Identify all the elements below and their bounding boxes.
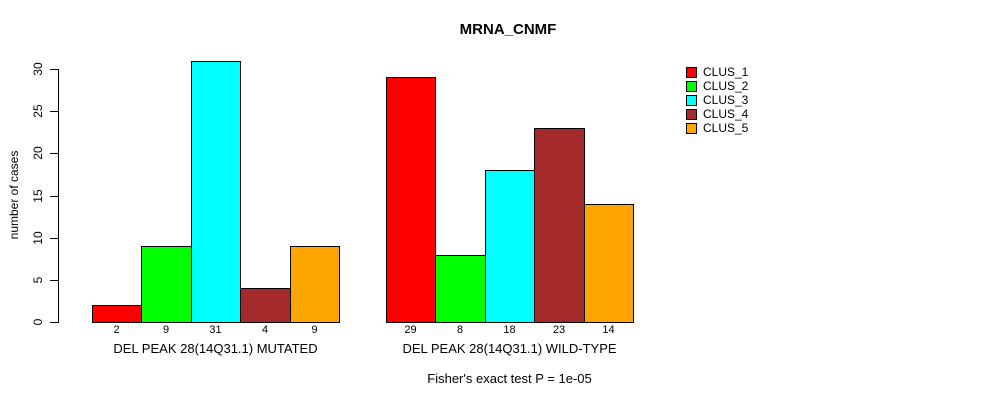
legend-label: CLUS_2 [703, 79, 749, 93]
legend-swatch-clus_2 [686, 80, 697, 92]
bar-value-label: 9 [162, 324, 170, 336]
legend-swatch-clus_4 [686, 108, 697, 120]
legend-item: CLUS_1 [686, 65, 748, 79]
legend-item: CLUS_4 [686, 107, 748, 121]
bar-value-label: 8 [456, 324, 464, 336]
bar-value-label: 4 [261, 324, 269, 336]
y-axis-line [58, 69, 59, 323]
y-tick [50, 69, 58, 70]
bar-clus_1 [386, 77, 436, 323]
legend-item: CLUS_5 [686, 121, 748, 135]
y-tick-label: 10 [31, 231, 45, 245]
bar-value-label: 29 [404, 324, 417, 336]
legend-item: CLUS_3 [686, 93, 748, 107]
bar-value-label: 23 [552, 324, 566, 336]
y-tick-label: 5 [31, 276, 45, 284]
bar-value-label: 9 [311, 324, 318, 336]
bar-clus_5 [584, 204, 634, 323]
legend-label: CLUS_1 [703, 65, 749, 79]
group-label: DEL PEAK 28(14Q31.1) WILD-TYPE [402, 341, 617, 356]
bar-clus_3 [191, 61, 241, 323]
bar-value-label: 14 [602, 324, 615, 336]
y-tick [50, 238, 58, 239]
legend-label: CLUS_5 [703, 121, 749, 135]
y-tick [50, 322, 58, 323]
bar-clus_3 [485, 170, 535, 323]
bar-clus_4 [534, 128, 585, 323]
legend-label: CLUS_4 [703, 107, 749, 121]
y-tick-label: 20 [31, 146, 45, 160]
y-tick [50, 280, 58, 281]
chart-title: MRNA_CNMF [459, 21, 557, 38]
legend-item: CLUS_2 [686, 79, 748, 93]
y-tick-label: 15 [31, 189, 45, 203]
bar-clus_2 [435, 255, 486, 323]
bar-value-label: 18 [503, 324, 516, 336]
legend-swatch-clus_1 [686, 66, 697, 78]
bar-clus_5 [290, 246, 340, 323]
legend: CLUS_1 CLUS_2 CLUS_3 CLUS_4 CLUS_5 [686, 65, 748, 135]
y-tick [50, 196, 58, 197]
legend-label: CLUS_3 [703, 93, 749, 107]
y-tick-label: 0 [31, 318, 45, 326]
y-tick-label: 30 [31, 62, 45, 76]
group-label: DEL PEAK 28(14Q31.1) MUTATED [113, 341, 318, 356]
bar-value-label: 31 [209, 324, 222, 336]
y-tick-label: 25 [31, 104, 45, 118]
legend-swatch-clus_3 [686, 94, 697, 106]
footnote: Fisher's exact test P = 1e-05 [427, 371, 592, 386]
y-tick [50, 111, 58, 112]
bar-value-label: 2 [113, 324, 120, 336]
bar-clus_4 [240, 288, 291, 323]
bar-clus_1 [92, 305, 142, 323]
y-tick [50, 153, 58, 154]
legend-swatch-clus_5 [686, 122, 697, 134]
bar-clus_2 [141, 246, 192, 323]
